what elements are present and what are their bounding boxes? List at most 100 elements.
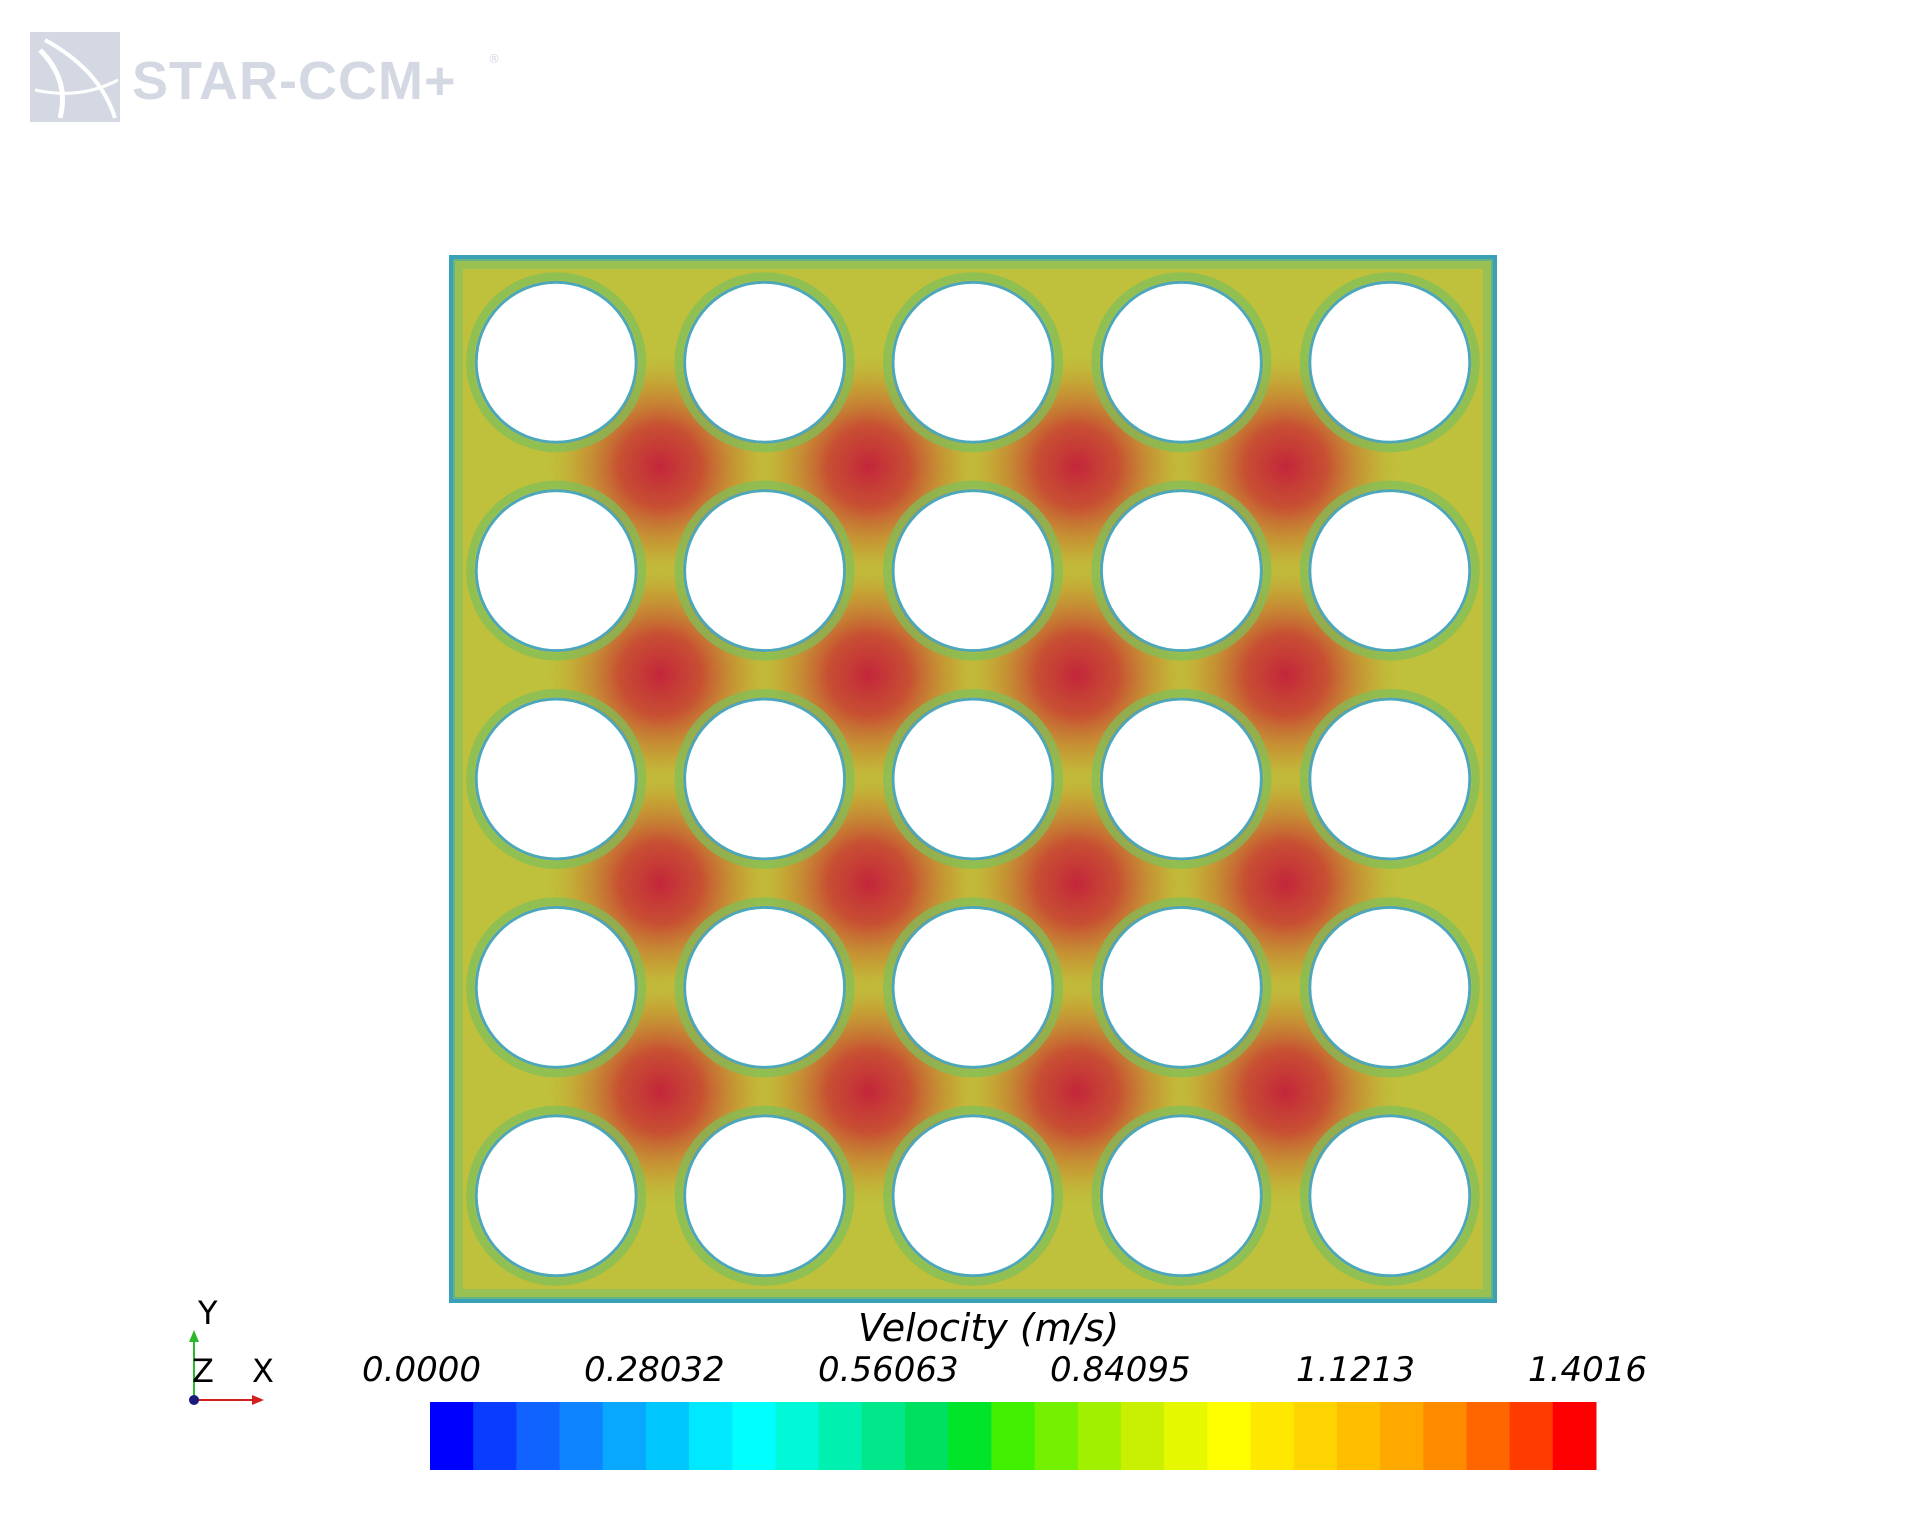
fuel-rod bbox=[891, 905, 1055, 1069]
rod-boundary-layer bbox=[674, 689, 855, 869]
rod-boundary-layer bbox=[1299, 480, 1480, 661]
domain-edge-band bbox=[453, 259, 1493, 1299]
colorbar-swatch bbox=[948, 1402, 992, 1470]
domain-border bbox=[449, 255, 1497, 1303]
colorbar-swatch bbox=[1423, 1402, 1467, 1470]
rod-boundary-layer bbox=[466, 897, 647, 1078]
fuel-rod bbox=[474, 489, 638, 653]
rod-boundary-layer bbox=[883, 480, 1063, 661]
colorbar-swatch bbox=[645, 1402, 690, 1470]
colorbar-swatch bbox=[861, 1402, 906, 1470]
fuel-rod bbox=[891, 280, 1055, 444]
colorbar-swatch bbox=[818, 1402, 863, 1470]
triad-y-label: Y bbox=[198, 1294, 218, 1332]
colorbar-tick-label: 0.56063 bbox=[818, 1350, 959, 1390]
fuel-rod bbox=[474, 1114, 638, 1278]
colorbar-swatch bbox=[602, 1402, 647, 1470]
fuel-rod bbox=[683, 905, 847, 1069]
colorbar-swatch bbox=[1336, 1402, 1381, 1470]
triad-z-label: Z bbox=[192, 1352, 214, 1390]
rod-boundary-layer bbox=[1091, 897, 1272, 1078]
logo-emblem bbox=[30, 32, 120, 122]
colorbar-swatch bbox=[1164, 1402, 1208, 1470]
axis-triad bbox=[189, 1330, 264, 1405]
rod-boundary-layer bbox=[883, 272, 1063, 453]
rod-boundary-layer bbox=[1299, 897, 1480, 1078]
fuel-rod bbox=[1308, 1114, 1472, 1278]
rod-boundary-layer bbox=[466, 480, 647, 661]
colorbar-swatch bbox=[905, 1402, 949, 1470]
rod-boundary-layer bbox=[1091, 689, 1272, 869]
triad-origin bbox=[189, 1395, 199, 1405]
fuel-rod bbox=[683, 280, 847, 444]
colorbar-swatch bbox=[689, 1402, 733, 1470]
rod-boundary-layer bbox=[674, 1105, 855, 1286]
fuel-rod bbox=[891, 697, 1055, 861]
colorbar-swatch bbox=[732, 1402, 776, 1470]
colorbar-tick-label: 0.28032 bbox=[584, 1350, 725, 1390]
triad-x-label: X bbox=[252, 1352, 274, 1390]
colorbar-swatch bbox=[1293, 1402, 1338, 1470]
rod-boundary-layer bbox=[1299, 689, 1480, 869]
colorbar-tick-label: 0.0000 bbox=[362, 1350, 481, 1390]
colorbar-swatch bbox=[430, 1402, 474, 1470]
logo-wordmark: STAR-CCM+ bbox=[132, 51, 457, 111]
fuel-rod bbox=[1308, 280, 1472, 444]
rod-boundary-layer bbox=[466, 1105, 647, 1286]
colorbar-swatch bbox=[1552, 1402, 1597, 1470]
fuel-rod bbox=[1099, 280, 1263, 444]
fuel-rod bbox=[474, 905, 638, 1069]
fuel-rod bbox=[1099, 697, 1263, 861]
colorbar-swatch bbox=[516, 1402, 561, 1470]
rod-boundary-layer bbox=[883, 1105, 1063, 1286]
colorbar-tick-label: 1.4016 bbox=[1528, 1350, 1647, 1390]
colorbar-title: Velocity (m/s) bbox=[858, 1306, 1120, 1350]
rod-boundary-layer bbox=[674, 897, 855, 1078]
fuel-rod bbox=[1308, 905, 1472, 1069]
fuel-rod bbox=[891, 1114, 1055, 1278]
triad-y-arrow-icon bbox=[189, 1330, 199, 1342]
colorbar-swatch bbox=[1380, 1402, 1424, 1470]
colorbar-tick-label: 0.84095 bbox=[1050, 1350, 1191, 1390]
fuel-rod bbox=[474, 697, 638, 861]
rod-boundary-layer bbox=[1299, 272, 1480, 453]
fuel-rod bbox=[683, 489, 847, 653]
triad-x-arrow-icon bbox=[252, 1395, 264, 1405]
logo-registered-mark: ® bbox=[488, 52, 500, 66]
fuel-rod bbox=[891, 489, 1055, 653]
fuel-rod bbox=[474, 280, 638, 444]
colorbar-swatch bbox=[1120, 1402, 1165, 1470]
colorbar-swatch bbox=[1509, 1402, 1554, 1470]
colorbar-swatch bbox=[775, 1402, 820, 1470]
colorbar-tick-label: 1.1213 bbox=[1296, 1350, 1415, 1390]
rod-boundary-layer bbox=[1091, 272, 1272, 453]
colorbar-swatch bbox=[1466, 1402, 1511, 1470]
colorbar-swatch bbox=[1250, 1402, 1295, 1470]
colorbar-swatch bbox=[559, 1402, 604, 1470]
colorbar-swatch bbox=[1034, 1402, 1079, 1470]
flow-domain bbox=[452, 258, 1494, 1300]
rod-boundary-layer bbox=[1091, 480, 1272, 661]
rod-boundary-layer bbox=[883, 689, 1063, 869]
rod-boundary-layer bbox=[674, 480, 855, 661]
rod-boundary-layer bbox=[466, 272, 647, 453]
colorbar-swatch bbox=[1207, 1402, 1252, 1470]
fuel-rod bbox=[1099, 1114, 1263, 1278]
fuel-rod bbox=[1308, 489, 1472, 653]
fuel-rod bbox=[683, 1114, 847, 1278]
fuel-rod bbox=[683, 697, 847, 861]
colorbar-swatch bbox=[473, 1402, 517, 1470]
rod-boundary-layer bbox=[466, 689, 647, 869]
colorbar-swatch bbox=[991, 1402, 1036, 1470]
fuel-rod bbox=[1308, 697, 1472, 861]
rod-layer bbox=[466, 272, 1480, 1286]
rod-boundary-layer bbox=[1299, 1105, 1480, 1286]
rod-boundary-layer bbox=[674, 272, 855, 453]
rod-boundary-layer bbox=[883, 897, 1063, 1078]
colorbar-swatch bbox=[1077, 1402, 1122, 1470]
colorbar bbox=[430, 1402, 1597, 1470]
fuel-rod bbox=[1099, 489, 1263, 653]
rod-boundary-layer bbox=[1091, 1105, 1272, 1286]
fuel-rod bbox=[1099, 905, 1263, 1069]
